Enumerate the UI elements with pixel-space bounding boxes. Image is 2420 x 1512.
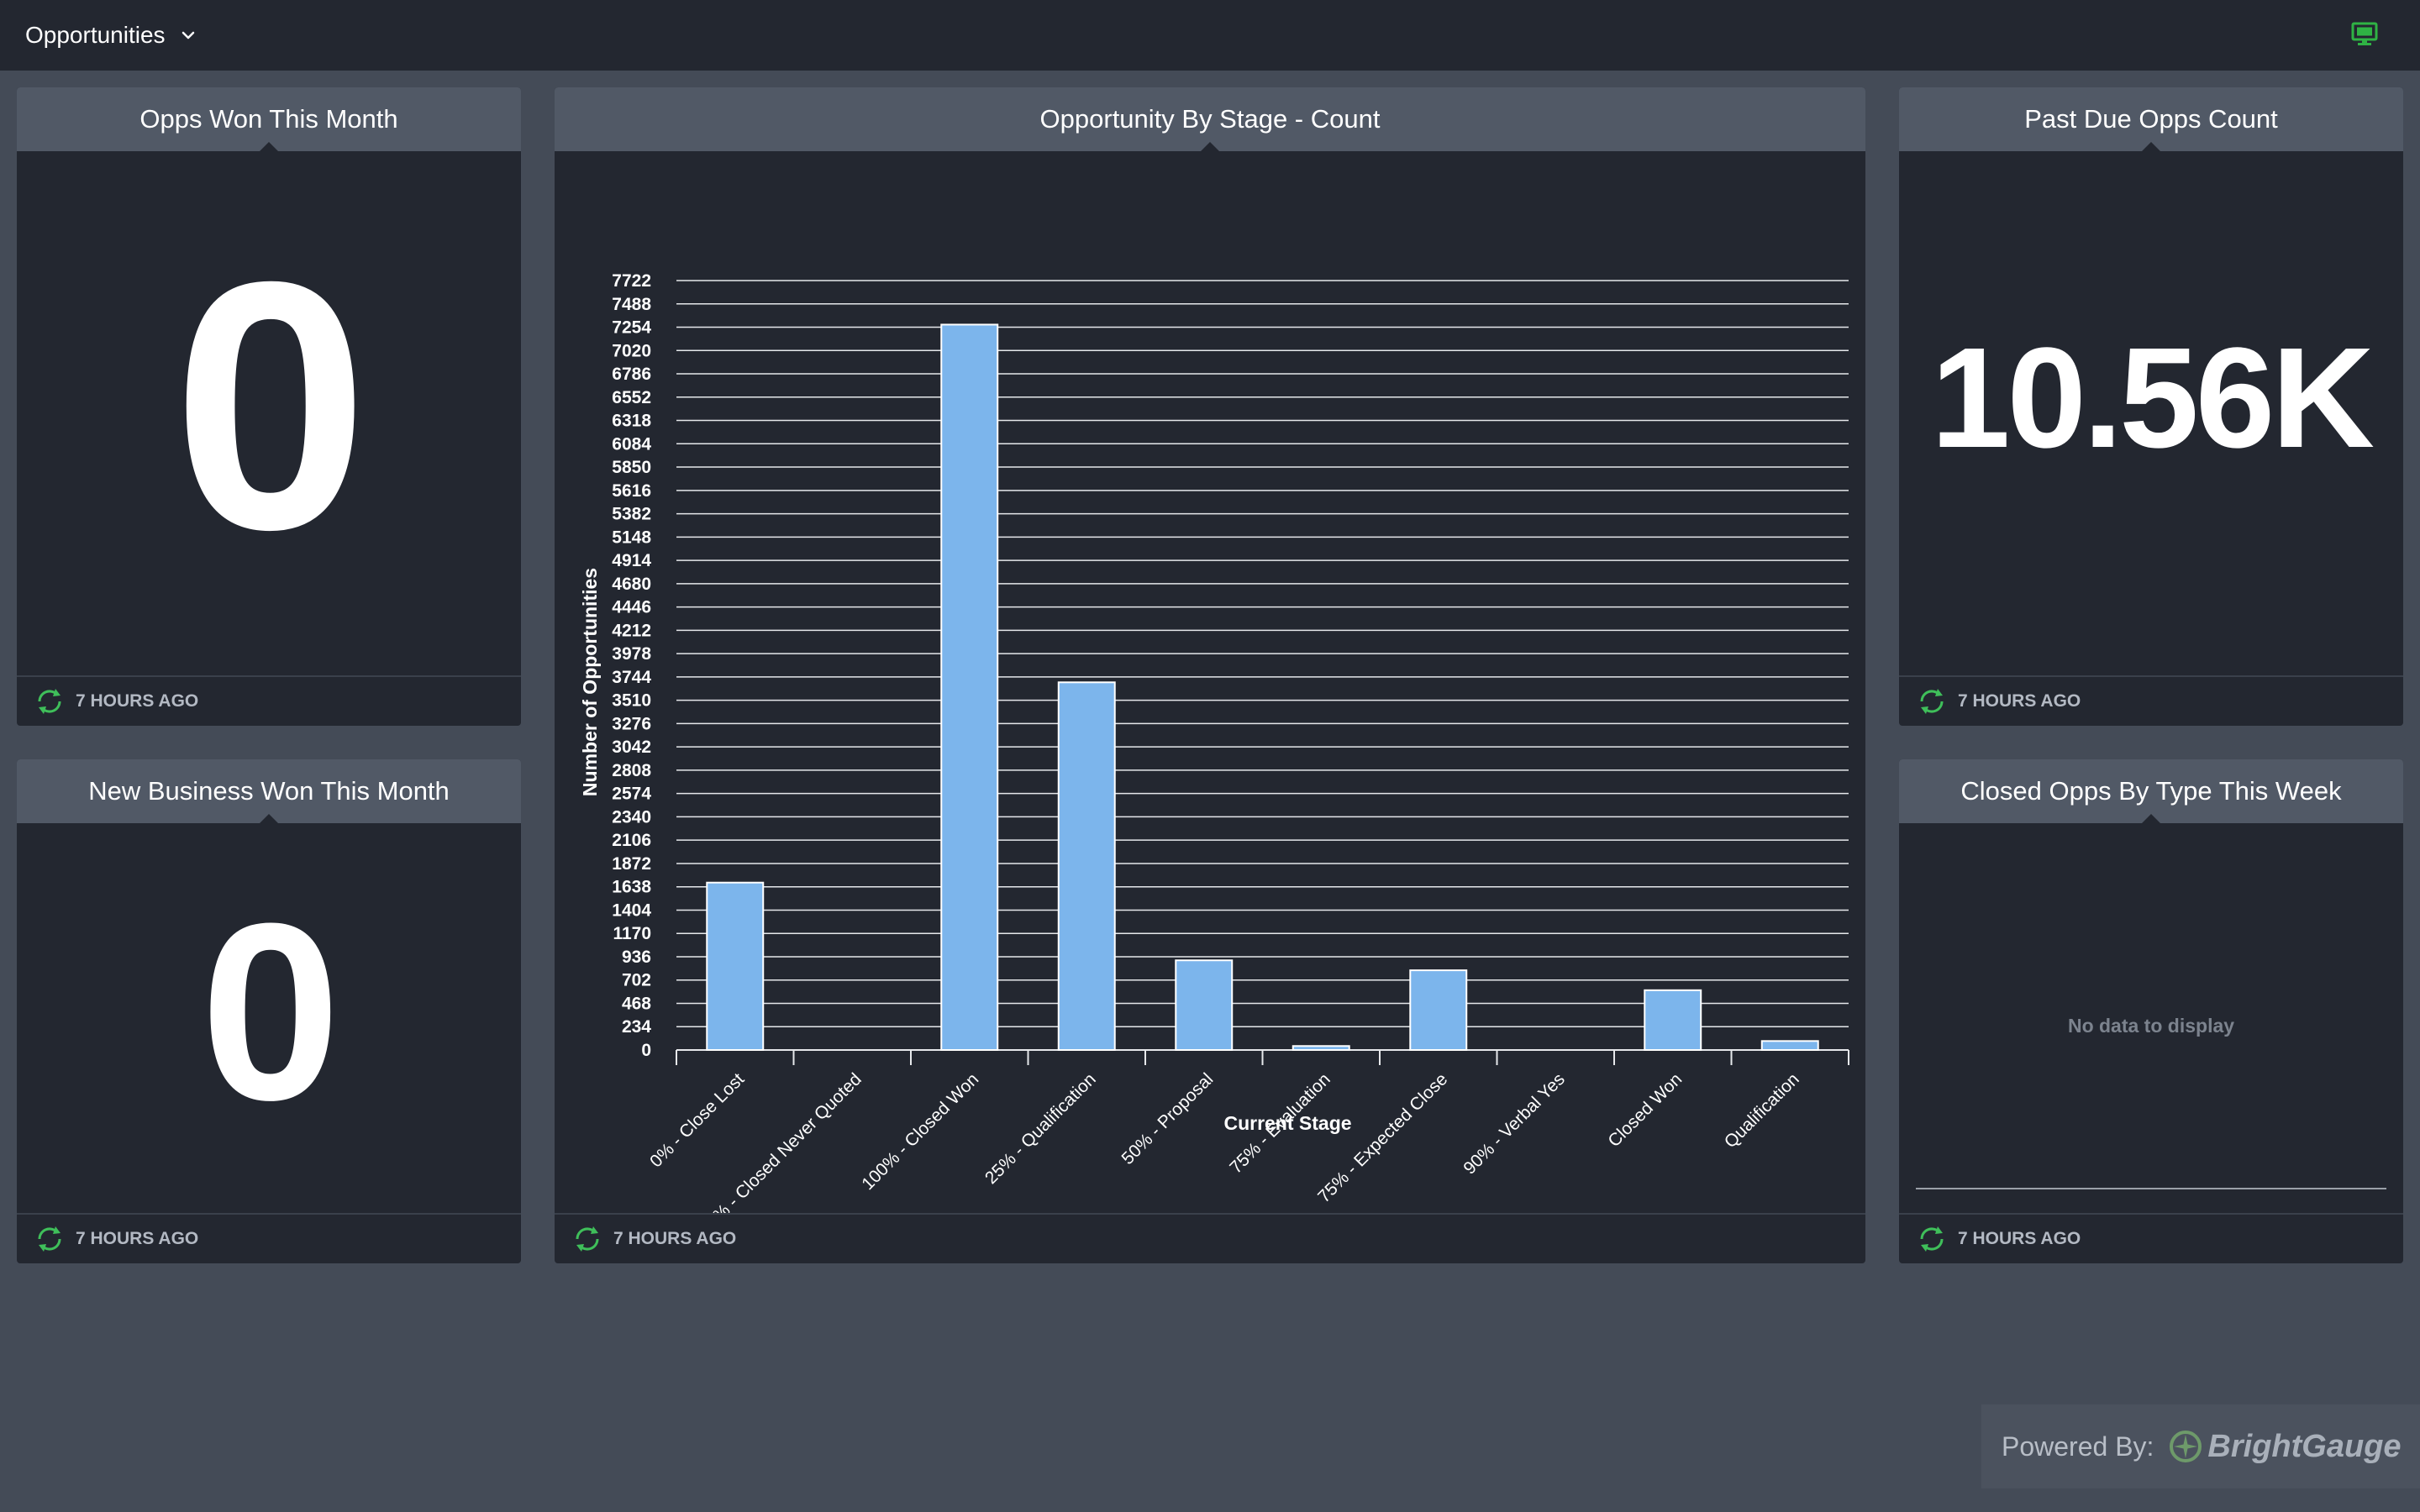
y-tick-label: 4914: [612, 551, 651, 570]
y-tick-label: 4680: [612, 575, 651, 594]
widget-closed-opps-by-type[interactable]: Closed Opps By Type This Week No data to…: [1899, 759, 2403, 1263]
y-tick-label: 2808: [612, 761, 651, 780]
bar[interactable]: [1057, 681, 1116, 1051]
y-tick-label: 5850: [612, 458, 651, 477]
widget-footer: 7 HOURS AGO: [17, 1213, 521, 1263]
y-tick-label: 6786: [612, 365, 651, 384]
y-tick-label: 1170: [613, 924, 651, 943]
y-tick-label: 3978: [612, 644, 651, 664]
y-tick-label: 7020: [612, 341, 651, 360]
kpi-value: 10.56K: [1930, 318, 2375, 478]
y-tick-label: 936: [622, 948, 651, 967]
x-tick-label: 0% - Close Lost: [646, 1069, 748, 1171]
kpi-value: 0: [200, 870, 341, 1152]
refresh-icon[interactable]: [1918, 1225, 1946, 1253]
y-tick-label: 5382: [612, 505, 651, 524]
y-tick-label: 3510: [612, 691, 651, 711]
x-tick-label: 25% - Qualification: [981, 1069, 1100, 1188]
x-tick-label: 100% - Closed Won: [858, 1069, 982, 1194]
widget-footer: 7 HOURS AGO: [1899, 1213, 2403, 1263]
widget-title: Past Due Opps Count: [1899, 87, 2403, 152]
y-tick-label: 6552: [612, 388, 651, 407]
y-tick-label: 5616: [612, 481, 651, 501]
bar[interactable]: [1175, 959, 1234, 1052]
widget-footer: 7 HOURS AGO: [555, 1213, 1865, 1263]
empty-state-message: No data to display: [2067, 1015, 2235, 1037]
y-tick-label: 468: [622, 994, 651, 1013]
widget-opps-won-this-month[interactable]: Opps Won This Month 0 7 HOURS AGO: [17, 87, 521, 726]
refresh-icon[interactable]: [35, 687, 64, 716]
widget-title: Opportunity By Stage - Count: [555, 87, 1865, 152]
y-tick-label: 4212: [612, 621, 651, 640]
y-tick-label: 3276: [612, 714, 651, 733]
y-tick-label: 6084: [612, 434, 651, 454]
y-tick-label: 6318: [612, 412, 651, 431]
y-tick-label: 3042: [612, 738, 651, 757]
y-tick-label: 7722: [612, 271, 651, 291]
brand-name: BrightGauge: [2207, 1428, 2402, 1464]
last-updated: 7 HOURS AGO: [76, 691, 199, 711]
monitor-icon[interactable]: [2351, 22, 2378, 47]
chevron-down-icon: [182, 31, 194, 39]
widget-title: Closed Opps By Type This Week: [1899, 759, 2403, 824]
y-tick-label: 234: [622, 1017, 651, 1037]
bar[interactable]: [940, 323, 999, 1051]
refresh-icon[interactable]: [573, 1225, 602, 1253]
x-tick-label: 90% - Verbal Yes: [1460, 1069, 1568, 1178]
widget-new-business-won-this-month[interactable]: New Business Won This Month 0 7 HOURS AG…: [17, 759, 521, 1263]
bar[interactable]: [1760, 1040, 1819, 1051]
last-updated: 7 HOURS AGO: [1958, 1229, 2081, 1248]
refresh-icon[interactable]: [35, 1225, 64, 1253]
y-tick-label: 7488: [612, 295, 651, 314]
widget-footer: 7 HOURS AGO: [17, 675, 521, 726]
y-axis-title: Number of Opportunities: [579, 568, 601, 796]
y-tick-label: 2574: [612, 785, 651, 804]
last-updated: 7 HOURS AGO: [76, 1229, 199, 1248]
y-tick-label: 2106: [612, 831, 651, 850]
refresh-icon[interactable]: [1918, 687, 1946, 716]
y-tick-label: 5148: [612, 528, 651, 547]
y-tick-label: 1872: [612, 854, 651, 874]
y-tick-label: 7254: [612, 318, 651, 338]
x-tick-label: Closed Won: [1604, 1069, 1686, 1151]
x-tick-label: Qualification: [1721, 1069, 1803, 1152]
x-tick-label: 75% - Expected Close: [1314, 1069, 1451, 1206]
x-axis-title: Current Stage: [1223, 1112, 1351, 1134]
y-tick-label: 2340: [612, 807, 651, 827]
y-tick-label: 1404: [612, 900, 651, 920]
chart-baseline: [1916, 1188, 2386, 1189]
kpi-value: 0: [172, 209, 369, 603]
bar[interactable]: [1292, 1045, 1350, 1052]
y-tick-label: 0: [641, 1041, 651, 1060]
x-tick-label: 50% - Proposal: [1118, 1069, 1217, 1168]
bar[interactable]: [706, 881, 765, 1051]
top-bar: Opportunities: [0, 0, 2420, 71]
powered-by-badge[interactable]: Powered By: BrightGauge: [1981, 1404, 2420, 1488]
y-tick-label: 702: [622, 971, 651, 990]
bar[interactable]: [1409, 969, 1468, 1051]
stage-bar-chart: 0 234 468 702 936 1170 1404 1638 1872 2106 2340 257…: [579, 271, 1849, 1213]
y-tick-label: 3744: [612, 668, 651, 687]
powered-by-label: Powered By:: [2002, 1431, 2154, 1462]
y-tick-label: 4446: [612, 598, 651, 617]
gauge-logo-icon: [2170, 1431, 2202, 1462]
y-tick-label: 1638: [612, 878, 651, 897]
widget-title: Opps Won This Month: [17, 87, 521, 152]
brightgauge-logo: BrightGauge: [2169, 1428, 2402, 1465]
dashboard-selector[interactable]: Opportunities: [25, 18, 197, 52]
last-updated: 7 HOURS AGO: [1958, 691, 2081, 711]
last-updated: 7 HOURS AGO: [613, 1229, 737, 1248]
widget-opportunity-by-stage[interactable]: Opportunity By Stage - Count 0 234 468 702 9…: [555, 87, 1865, 1263]
widget-past-due-opps-count[interactable]: Past Due Opps Count 10.56K 7 HOURS AGO: [1899, 87, 2403, 726]
widget-footer: 7 HOURS AGO: [1899, 675, 2403, 726]
dashboard-title: Opportunities: [25, 22, 166, 48]
widget-title: New Business Won This Month: [17, 759, 521, 824]
bar[interactable]: [1644, 989, 1702, 1051]
